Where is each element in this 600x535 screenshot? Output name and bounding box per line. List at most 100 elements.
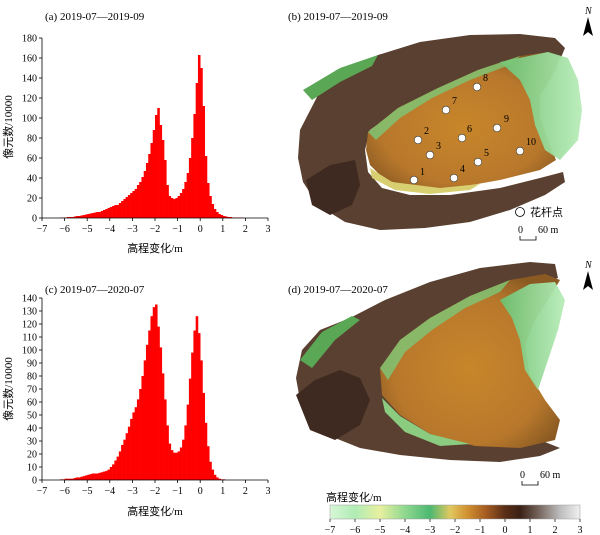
x-tick-label: 1 xyxy=(220,224,225,235)
map-b-left-strip xyxy=(303,55,378,100)
y-tick-label: 100 xyxy=(22,346,37,357)
histogram-bar xyxy=(145,344,149,480)
histogram-bar xyxy=(134,189,138,218)
histogram-bar xyxy=(204,156,208,218)
histogram-bar xyxy=(105,209,108,218)
histogram-bar xyxy=(188,158,192,218)
histogram-a: (a) 2019-07—2019-09 像元数/10000 高程变化/m −7−… xyxy=(2,11,271,255)
stake-point xyxy=(472,82,482,92)
histogram-bar xyxy=(155,304,158,480)
histogram-bar xyxy=(200,68,203,218)
panel-label-c: (c) 2019-07—2020-07 xyxy=(45,284,145,296)
histogram-bar xyxy=(182,439,185,480)
histogram-bar xyxy=(152,130,156,218)
x-tick-label: 2 xyxy=(243,486,248,497)
histogram-bar xyxy=(206,183,210,218)
histogram-bar xyxy=(166,185,169,218)
colorbar-ticks: −7 −6 −5 −4 −3 −2 −1 0 1 2 3 xyxy=(325,519,583,535)
y-axis-label-a: 像元数/10000 xyxy=(2,95,15,159)
histogram-bar xyxy=(100,211,104,218)
stake-point xyxy=(425,150,435,160)
histogram-bar xyxy=(218,214,221,218)
y-tick-label: 100 xyxy=(22,114,37,125)
y-axis-label-c: 像元数/10000 xyxy=(2,357,15,421)
y-tick-label: 60 xyxy=(27,398,37,409)
histogram-bar xyxy=(220,215,224,218)
histogram-bar xyxy=(132,412,135,480)
histogram-bar xyxy=(161,140,165,218)
map-d: (d) 2019-07—2020-07 0 60 m N xyxy=(288,260,593,486)
histogram-bar xyxy=(100,472,104,480)
histogram-bar xyxy=(177,451,181,480)
y-tick-label: 80 xyxy=(27,134,37,145)
histogram-bar xyxy=(225,216,228,218)
bars-a xyxy=(60,55,244,218)
histogram-bar xyxy=(175,452,178,480)
histogram-bar xyxy=(157,326,160,480)
map-b-yellow-edge xyxy=(370,168,480,194)
y-tick-label: 20 xyxy=(27,450,37,461)
histogram-bar xyxy=(200,360,203,480)
histogram-bar xyxy=(164,399,167,480)
scale-zero-d: 0 xyxy=(520,470,525,481)
histogram-bar xyxy=(91,213,95,218)
histogram-bar xyxy=(78,477,81,480)
histogram-bar xyxy=(202,106,206,218)
histogram-bar xyxy=(103,210,106,218)
stake-point xyxy=(515,146,525,156)
legend-stake-text: 花杆点 xyxy=(530,205,563,219)
stake-point-label: 8 xyxy=(483,73,488,84)
scale-bar-b xyxy=(519,236,537,241)
histogram-bar xyxy=(159,347,163,480)
map-b-terrain-dark xyxy=(298,34,565,230)
scale-label-d: 60 m xyxy=(540,470,561,481)
histogram-bar xyxy=(179,193,183,218)
x-tick-label: −1 xyxy=(172,486,183,497)
x-tick-label: −2 xyxy=(150,486,161,497)
histogram-bar xyxy=(143,360,147,480)
histogram-bar xyxy=(186,404,190,480)
stake-point-label: 5 xyxy=(484,148,489,159)
histogram-bar xyxy=(148,330,151,480)
histogram-bar xyxy=(141,376,144,480)
x-tick-label: 0 xyxy=(198,486,203,497)
histogram-bar xyxy=(118,451,122,480)
histogram-bar xyxy=(112,206,115,218)
y-tick-label: 110 xyxy=(22,333,37,344)
histogram-bar xyxy=(204,422,208,480)
histogram-bar xyxy=(107,208,111,218)
histogram-bar xyxy=(84,214,88,218)
y-tick-label: 60 xyxy=(27,154,37,165)
histogram-bar xyxy=(218,478,221,480)
scale-zero-b: 0 xyxy=(518,225,523,236)
scale-bar-d xyxy=(521,481,539,486)
map-b-green-edge xyxy=(368,56,520,140)
histogram-bar xyxy=(211,204,215,218)
colorbar-tick-label: −2 xyxy=(450,525,461,535)
north-arrow-b xyxy=(583,17,593,36)
histogram-bar xyxy=(82,215,86,218)
colorbar-tick-label: −3 xyxy=(425,525,436,535)
histogram-bar xyxy=(89,474,93,480)
x-tick-label: −7 xyxy=(37,224,48,235)
histogram-bar xyxy=(73,478,77,480)
y-tick-label: 120 xyxy=(22,94,37,105)
y-tick-label: 70 xyxy=(27,385,37,396)
histogram-bar xyxy=(191,138,194,218)
histogram-bar xyxy=(98,472,102,480)
axes-a: −7 −6 −5 −4 −3 −2 −1 0 1 2 3 0 20 40 60 80 100 120 140 160 1… xyxy=(22,34,271,236)
histogram-bar xyxy=(170,198,174,218)
histogram-bar xyxy=(159,125,163,218)
histogram-bar xyxy=(82,476,86,480)
stake-point-label: 1 xyxy=(420,167,425,178)
stake-point-label: 2 xyxy=(424,126,429,137)
histogram-bar xyxy=(96,212,99,218)
histogram-bar xyxy=(197,333,201,480)
histogram-bar xyxy=(66,217,70,218)
map-d-left-strip xyxy=(300,316,360,368)
x-tick-label: −4 xyxy=(104,486,115,497)
y-tick-label: 80 xyxy=(27,372,37,383)
histogram-bar xyxy=(175,198,178,218)
histogram-bar xyxy=(107,469,111,480)
